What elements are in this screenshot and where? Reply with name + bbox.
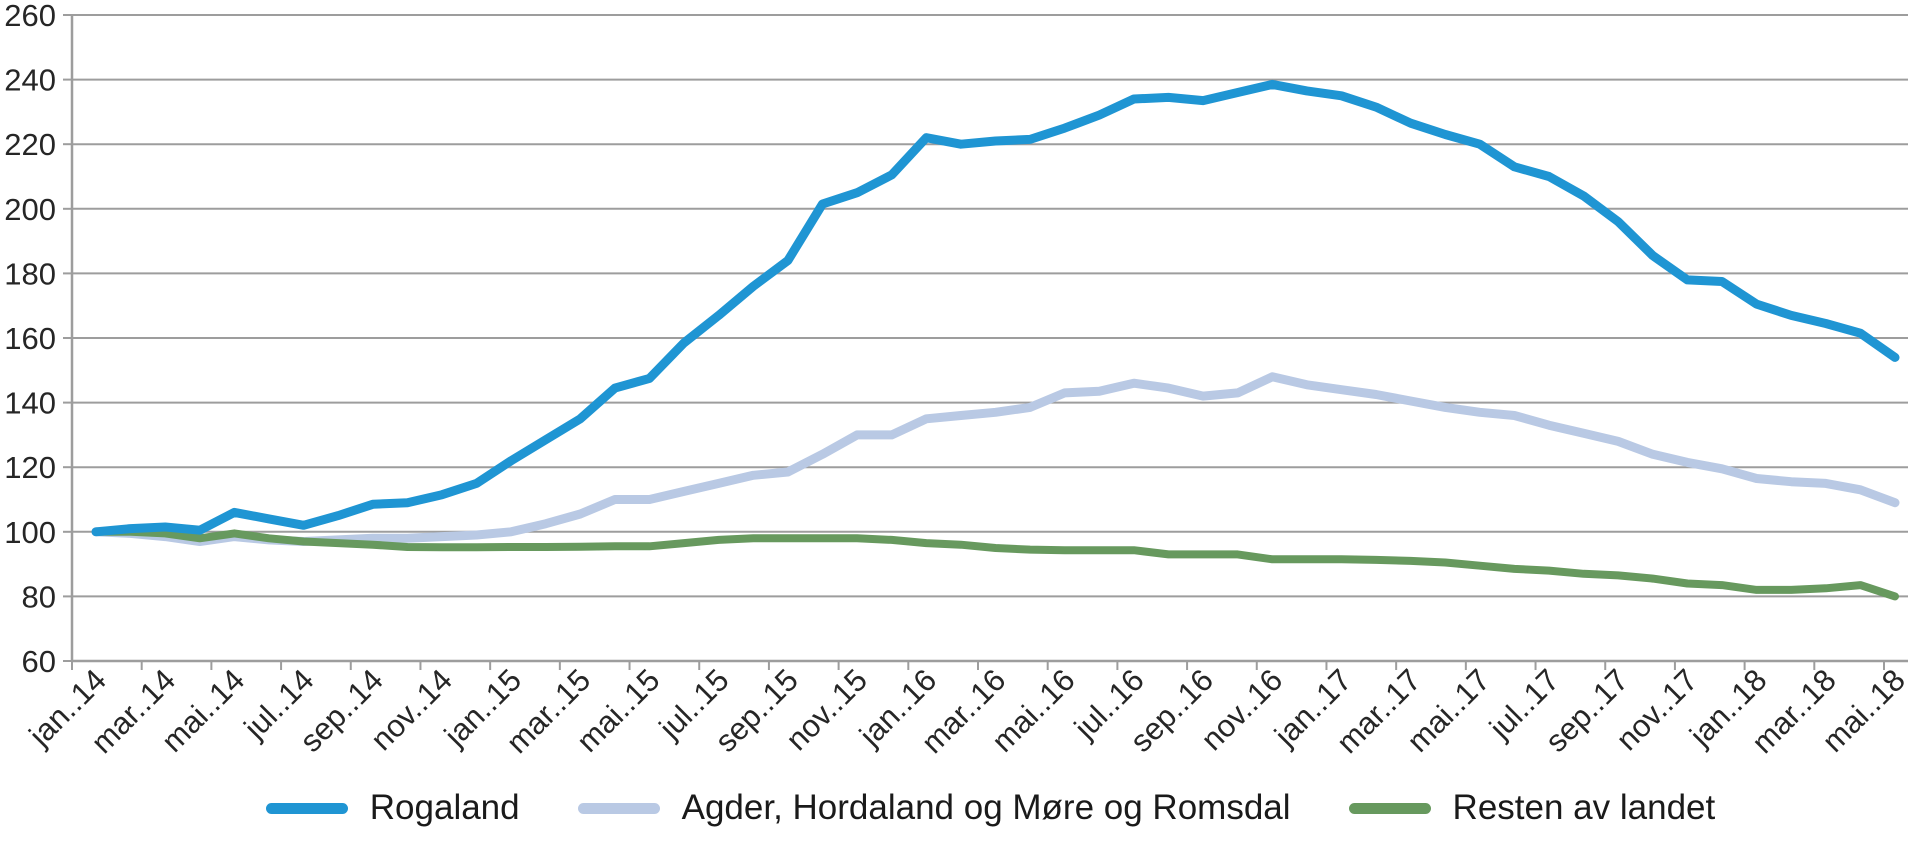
y-axis-label: 100 bbox=[4, 515, 56, 550]
y-axis-label: 140 bbox=[4, 386, 56, 421]
y-axis-label: 80 bbox=[22, 579, 56, 614]
legend-item-agder-hordaland-more-romsdal: Agder, Hordaland og Møre og Romsdal bbox=[577, 788, 1291, 828]
y-axis-label: 160 bbox=[4, 321, 56, 356]
y-axis-label: 180 bbox=[4, 256, 56, 291]
chart-canvas: 6080100120140160180200220240260jan..14ma… bbox=[4, 0, 1912, 755]
y-axis-label: 120 bbox=[4, 450, 56, 485]
legend-item-rogaland: Rogaland bbox=[265, 788, 520, 828]
legend-label-resten-av-landet: Resten av landet bbox=[1452, 788, 1716, 827]
chart-legend: Rogaland Agder, Hordaland og Møre og Rom… bbox=[0, 788, 1917, 828]
legend-item-resten-av-landet: Resten av landet bbox=[1348, 788, 1716, 828]
legend-swatch-resten-av-landet bbox=[1348, 802, 1431, 814]
legend-swatch-agder-hordaland-more-romsdal bbox=[577, 802, 660, 814]
y-axis-label: 260 bbox=[4, 0, 56, 33]
series-line-resten-av-landet bbox=[92, 527, 1899, 601]
legend-swatch-rogaland bbox=[265, 802, 348, 814]
legend-label-agder-hordaland-more-romsdal: Agder, Hordaland og Møre og Romsdal bbox=[681, 788, 1291, 827]
y-axis-label: 220 bbox=[4, 127, 56, 162]
legend-label-rogaland: Rogaland bbox=[369, 788, 520, 827]
line-chart: 60 80 100 120 140 160 180 200 220 240 260 jan..14 ma… bbox=[4, 0, 1912, 755]
y-axis-label: 200 bbox=[4, 192, 56, 227]
y-axis-label: 60 bbox=[22, 644, 56, 679]
series-line-agder-hordaland-og-m-re-og-romsdal bbox=[91, 372, 1900, 546]
y-axis-label: 240 bbox=[4, 63, 56, 98]
series-line-rogaland bbox=[91, 79, 1900, 537]
